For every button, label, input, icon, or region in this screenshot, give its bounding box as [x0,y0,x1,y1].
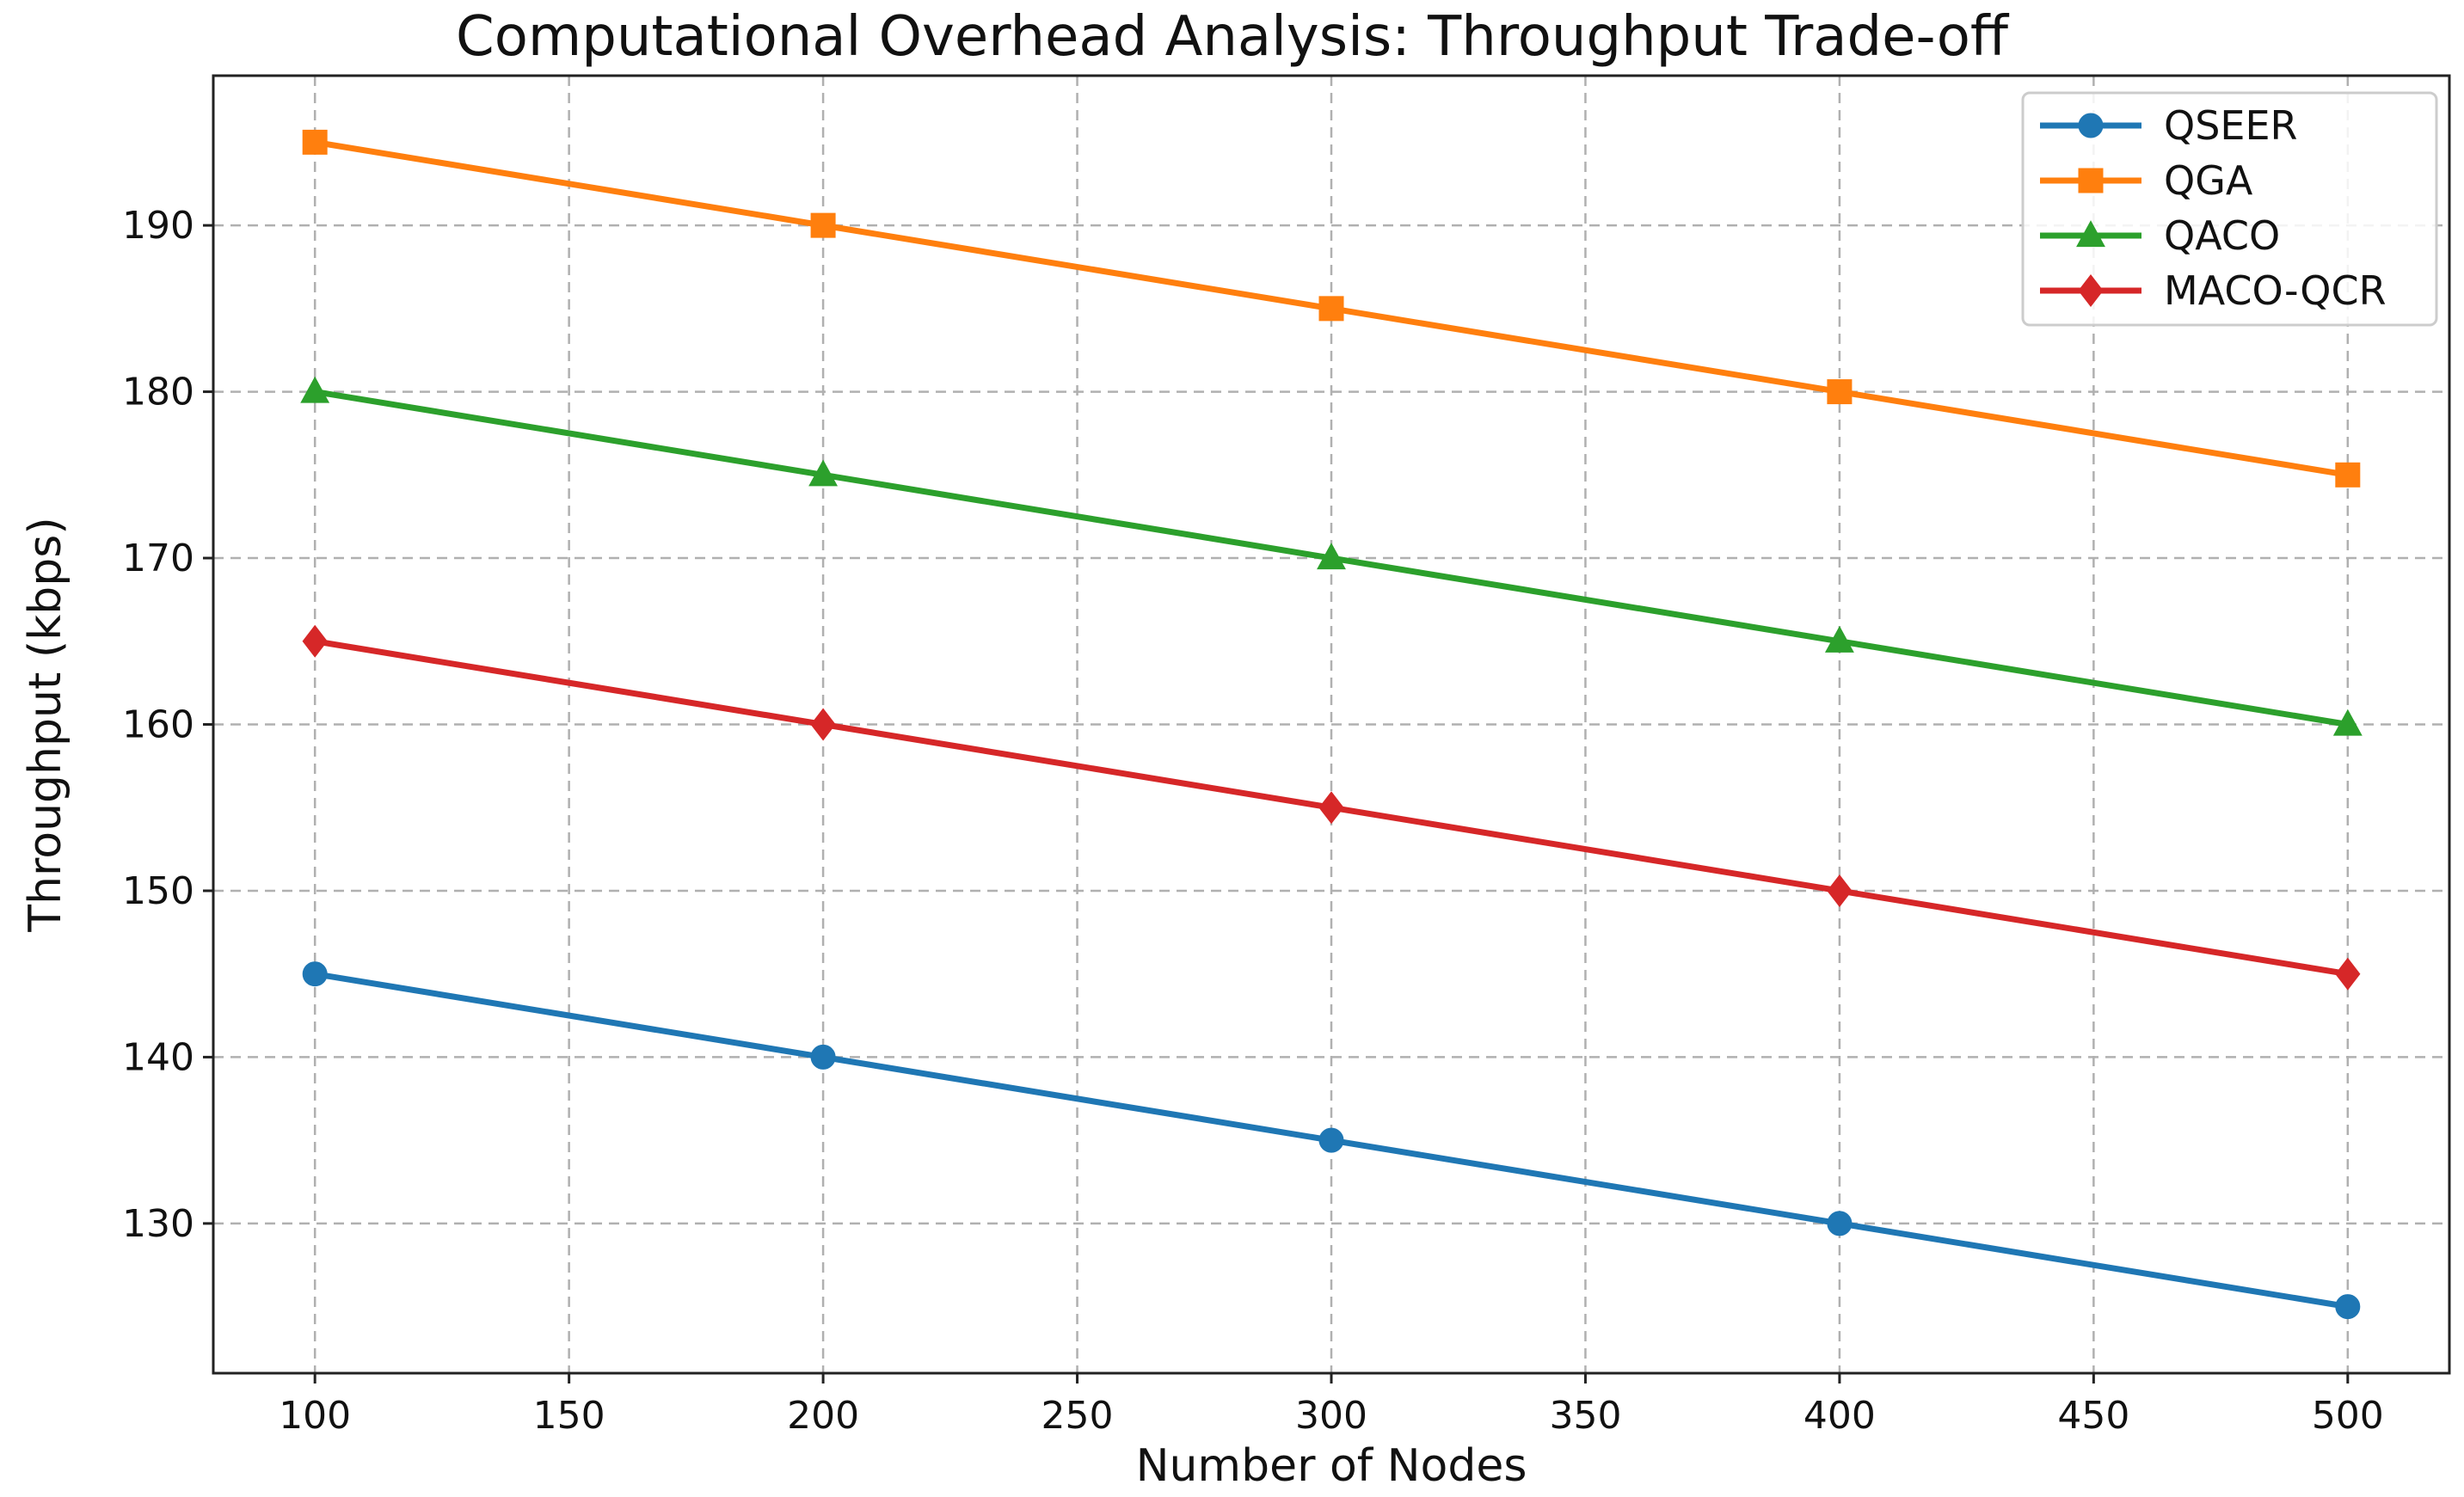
legend-item: QSEER [2040,102,2298,149]
data-point [302,129,328,155]
data-point [1318,296,1344,322]
data-point [1824,625,1854,653]
legend-item: QGA [2040,157,2253,204]
legend-marker [2076,220,2105,248]
axis-ticks: 100 150 200 250 300 350 400 450 500 130 140 150 160 1… [122,204,2384,1438]
legend-box [2021,91,2438,327]
x-axis-label: Number of Nodes [1136,1440,1527,1492]
series-lines [300,129,2363,1320]
data-point [302,961,328,987]
x-tick-label: 350 [1549,1394,1621,1438]
y-axis-label: Throughput (kbps) [20,517,71,932]
data-point [2332,709,2363,736]
series-qga-group [302,129,2361,488]
y-tick-label: 160 [122,703,194,747]
data-point [1827,874,1853,907]
legend-item: MACO-QCR [2040,267,2387,314]
data-point [1827,379,1853,405]
data-point [810,1044,836,1070]
y-tick-label: 130 [122,1202,194,1246]
legend-item: QACO [2040,212,2280,259]
y-tick-label: 190 [122,204,194,248]
data-point [810,708,836,741]
chart-title: Computational Overhead Analysis: Through… [456,5,2008,69]
legend-label: QSEER [2164,102,2298,149]
y-tick-label: 140 [122,1035,194,1079]
data-point [300,376,330,403]
legend-label: QGA [2164,157,2253,204]
data-point [1318,1127,1344,1153]
legend-marker [2078,168,2104,193]
x-tick-label: 250 [1042,1394,1114,1438]
x-tick-label: 450 [2057,1394,2129,1438]
x-tick-label: 200 [787,1394,859,1438]
data-point [1317,543,1346,570]
series-qaco-group [300,376,2363,736]
data-point [2335,1294,2361,1320]
x-tick-label: 150 [533,1394,605,1438]
data-point [810,212,836,238]
y-tick-label: 180 [122,371,194,414]
legend-marker [2078,273,2104,308]
series-qseer-group [302,961,2361,1320]
legend-label: QACO [2164,212,2280,259]
x-tick-label: 400 [1803,1394,1876,1438]
data-point [1827,1211,1853,1236]
series-maco-qcr-group [302,624,2361,991]
data-point [302,624,328,658]
x-tick-label: 100 [279,1394,351,1438]
legend-label: MACO-QCR [2164,267,2387,314]
data-point [2335,462,2361,488]
data-point [2335,957,2361,991]
legend-marker [2078,113,2104,138]
legend: QSEER QGA QACO MACO-QCR [2021,91,2438,327]
data-point [1318,791,1344,825]
x-tick-label: 500 [2312,1394,2384,1438]
y-tick-label: 170 [122,537,194,580]
y-tick-label: 150 [122,869,194,913]
data-point [808,459,839,487]
x-tick-label: 300 [1295,1394,1367,1438]
